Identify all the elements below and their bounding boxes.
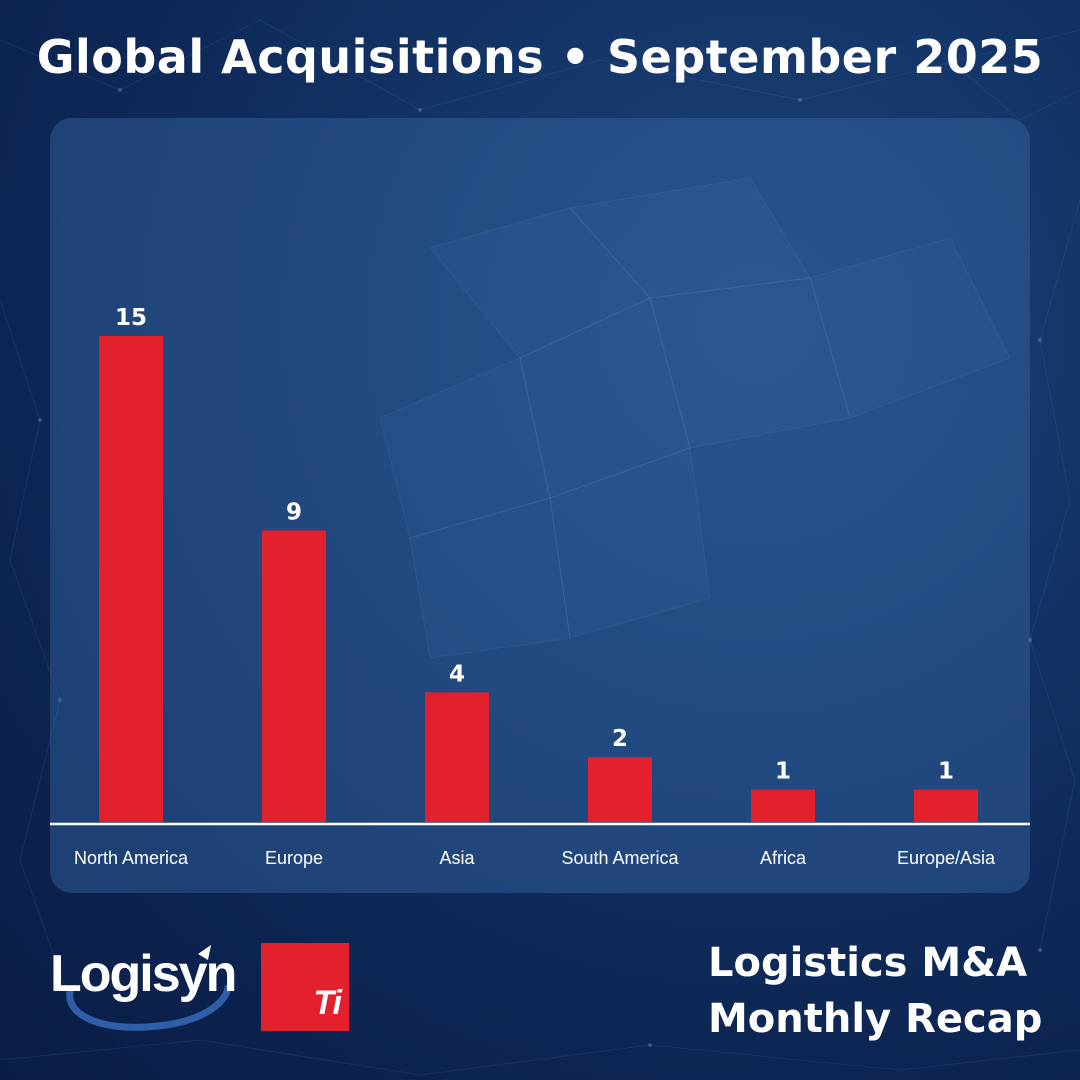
bar-europe-asia (914, 789, 978, 822)
x-tick-label: South America (561, 848, 679, 868)
bar-north-america (99, 336, 163, 822)
ti-wordmark: Ti (313, 984, 342, 1022)
recap-line-1: Logistics M&A (708, 940, 1028, 986)
bar-europe (262, 530, 326, 822)
x-tick-label: Europe (265, 848, 323, 868)
recap-title: Logistics M&A Monthly Recap (708, 935, 1068, 1047)
ti-logo: Ti (261, 943, 349, 1031)
bar-south-america (588, 757, 652, 822)
bar-chart: 15 North America 9 Europe 4 Asia 2 South Americ… (50, 177, 1030, 868)
x-tick-label: Africa (760, 848, 807, 868)
x-tick-label: North America (74, 848, 189, 868)
data-label: 4 (449, 661, 465, 687)
data-label: 2 (612, 726, 628, 752)
data-label: 1 (938, 759, 954, 785)
data-label: 15 (115, 305, 147, 331)
data-label: 1 (775, 759, 791, 785)
bar-africa (751, 789, 815, 822)
chart-panel: 15 North America 9 Europe 4 Asia 2 South Americ… (50, 118, 1030, 893)
chart-title: Global Acquisitions • September 2025 (36, 30, 1044, 84)
data-label: 9 (286, 499, 302, 525)
bar-asia (425, 692, 489, 822)
logisyn-logo: Logisyn (48, 940, 238, 1035)
recap-line-2: Monthly Recap (708, 996, 1043, 1042)
x-tick-label: Europe/Asia (897, 848, 996, 868)
x-tick-label: Asia (439, 848, 475, 868)
logo-swoosh-icon (66, 945, 232, 1031)
logisyn-wordmark: Logisyn (50, 945, 237, 1003)
panel-texture (379, 177, 1011, 659)
